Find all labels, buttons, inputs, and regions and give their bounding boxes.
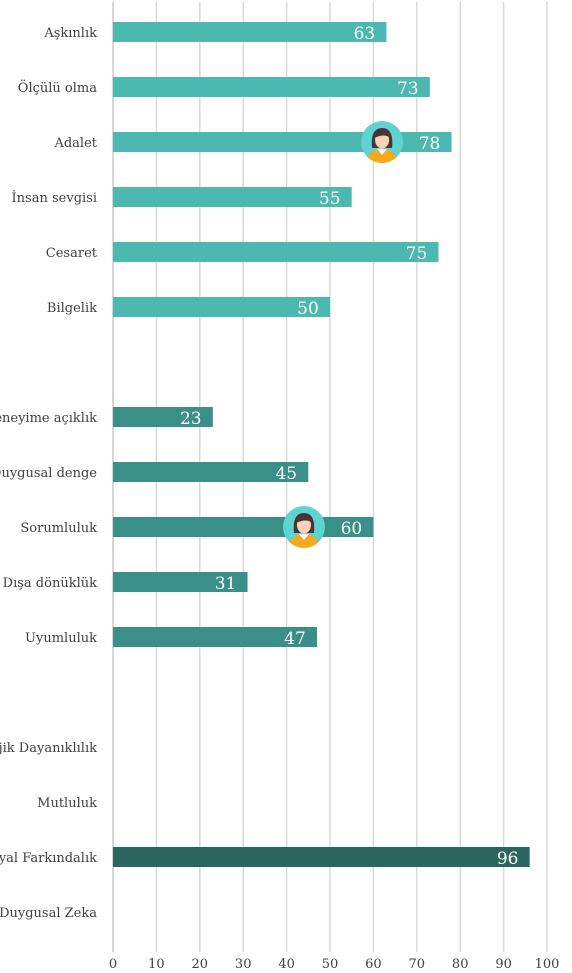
category-label: Duygusal Zeka	[0, 906, 97, 921]
x-tick-label: 20	[192, 957, 209, 972]
bar	[113, 242, 439, 262]
bar	[113, 187, 352, 207]
category-label: Sosyal Farkındalık	[0, 851, 97, 866]
bar	[113, 297, 330, 317]
bar	[113, 22, 387, 42]
x-tick-label: 50	[322, 957, 339, 972]
value-label: 45	[275, 464, 297, 484]
category-label: Ölçülü olma	[18, 79, 97, 96]
value-label: 96	[497, 849, 519, 869]
x-axis-ticks: 0 10 20 30 40 50 60 70 80 90 100	[109, 957, 560, 972]
bar	[113, 77, 430, 97]
x-tick-label: 100	[535, 957, 560, 972]
bar	[113, 462, 309, 482]
avatar-markers	[282, 121, 404, 548]
category-label: Uyumluluk	[25, 631, 97, 646]
woman-avatar-icon	[282, 506, 325, 548]
value-label: 50	[297, 299, 319, 319]
value-label: 75	[406, 244, 428, 264]
value-label: 47	[284, 629, 306, 649]
x-tick-label: 70	[409, 957, 426, 972]
value-label: 73	[397, 79, 419, 99]
x-tick-label: 40	[278, 957, 295, 972]
category-label: Mutluluk	[37, 796, 97, 811]
value-labels: 63 73 78 55 75 50 23 45 60 31 47 96	[180, 24, 518, 869]
category-label: Sorumluluk	[20, 521, 97, 536]
value-label: 31	[215, 574, 237, 594]
category-label: İnsan sevgisi	[12, 189, 97, 206]
category-label: Duygusal denge	[0, 466, 97, 481]
bar	[113, 847, 530, 867]
category-label: Bilgelik	[47, 301, 97, 316]
category-label: Aşkınlık	[43, 26, 97, 41]
bars	[113, 22, 530, 867]
value-label: 60	[341, 519, 363, 539]
value-label: 23	[180, 409, 202, 429]
x-tick-label: 80	[452, 957, 469, 972]
bar	[113, 407, 213, 427]
x-tick-label: 60	[365, 957, 382, 972]
x-tick-label: 90	[495, 957, 512, 972]
value-label: 63	[354, 24, 376, 44]
woman-avatar-icon	[361, 121, 404, 163]
category-labels: Aşkınlık Ölçülü olma Adalet İnsan sevgisi Ce…	[0, 26, 98, 921]
bar	[113, 627, 317, 647]
category-label: Adalet	[53, 136, 97, 151]
x-tick-label: 10	[148, 957, 165, 972]
value-label: 78	[419, 134, 441, 154]
category-label: Psikolojik Dayanıklılık	[0, 741, 97, 756]
bar	[113, 517, 374, 537]
category-label: Deneyime açıklık	[0, 411, 97, 426]
bar	[113, 572, 248, 592]
value-label: 55	[319, 189, 341, 209]
category-label: Cesaret	[46, 246, 98, 261]
x-tick-label: 0	[109, 957, 117, 972]
category-label: Dışa dönüklük	[3, 576, 97, 591]
x-tick-label: 30	[235, 957, 252, 972]
